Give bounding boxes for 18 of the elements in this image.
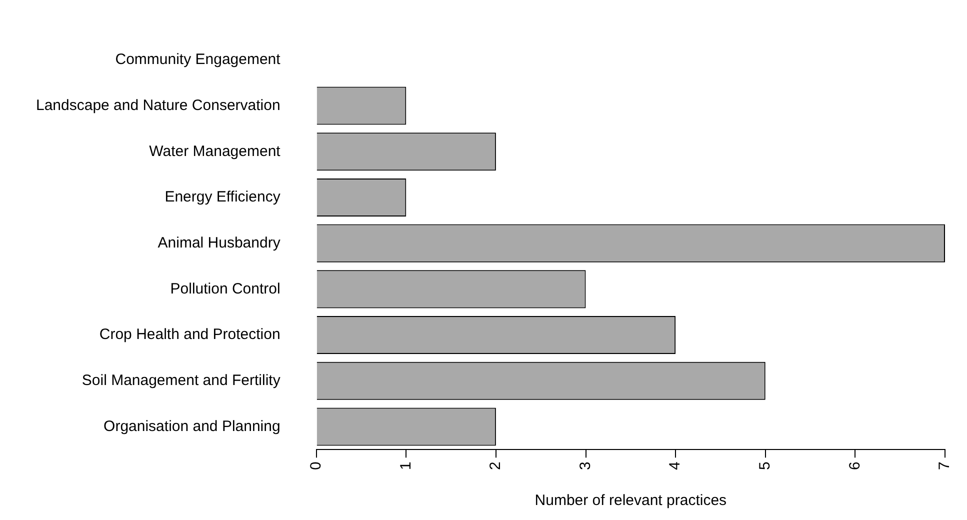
y-tick-label: Community Engagement — [115, 51, 282, 68]
x-tick-label: 1 — [397, 462, 414, 470]
y-tick-label: Animal Husbandry — [158, 234, 281, 252]
x-axis-title: Number of relevant practices — [534, 492, 727, 510]
y-tick-label: Pollution Control — [170, 280, 280, 298]
y-tick-label: Landscape and Nature Conservation — [36, 96, 280, 114]
y-tick-label: Energy Efficiency — [164, 188, 281, 206]
y-tick-label: Organisation and Planning — [104, 418, 280, 435]
x-tick-label: 6 — [846, 462, 864, 470]
x-tick-label: 5 — [756, 462, 774, 470]
y-tick-label: Crop Health and Protection — [99, 326, 280, 344]
y-tick-label: Soil Management and Fertility — [82, 372, 281, 390]
x-tick-label: 2 — [487, 462, 504, 470]
x-tick-label: 4 — [666, 462, 684, 470]
x-tick-label: 7 — [936, 462, 954, 470]
x-tick-label: 0 — [307, 462, 324, 470]
x-tick-label: 3 — [576, 462, 594, 470]
y-tick-label: Water Management — [149, 142, 282, 160]
